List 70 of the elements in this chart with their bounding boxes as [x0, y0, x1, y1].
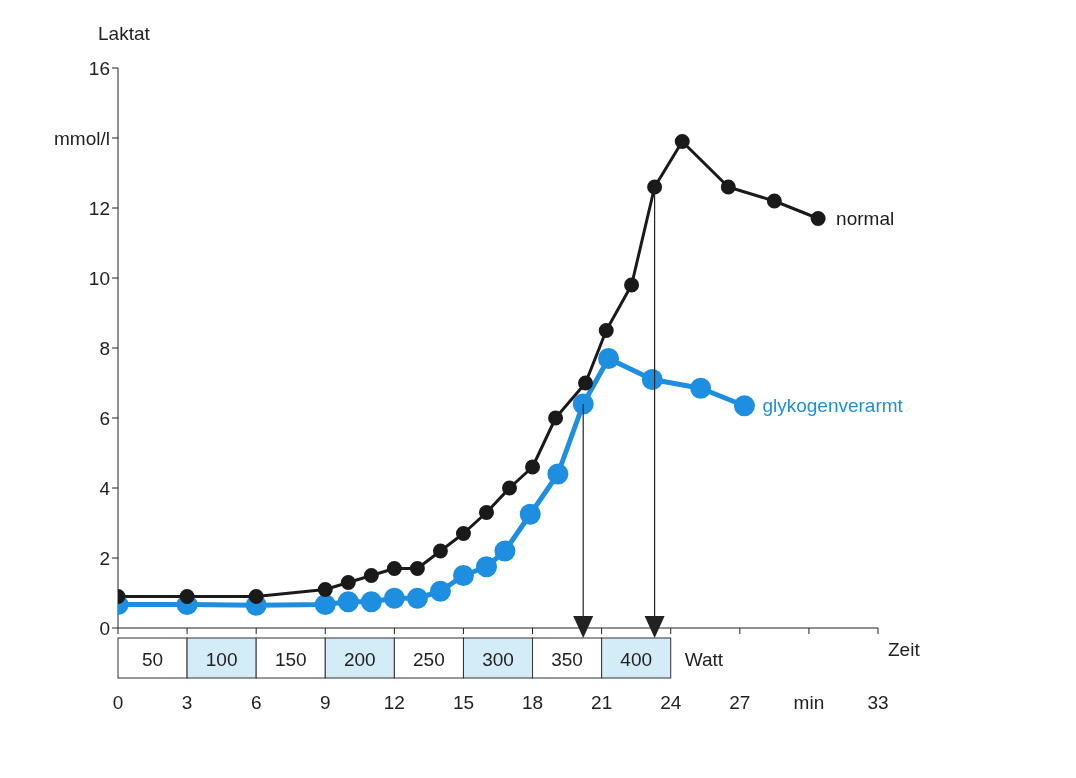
x-tick-label: 3 [181, 692, 193, 714]
point [478, 505, 494, 520]
point [598, 348, 620, 369]
point [363, 568, 379, 583]
point [502, 480, 518, 496]
y-tick-label: 12 [88, 197, 110, 219]
text: 250 [413, 649, 445, 670]
x-tick-label: 12 [383, 692, 405, 714]
point [360, 591, 382, 613]
point [548, 410, 564, 426]
y-tick-label: 6 [99, 407, 110, 429]
point [674, 134, 690, 149]
point [766, 193, 782, 209]
point [690, 377, 712, 399]
point [314, 594, 336, 616]
point [578, 375, 594, 391]
text: 150 [274, 649, 307, 670]
point [317, 582, 333, 597]
text: Watt [684, 649, 724, 670]
y-tick-label: 16 [88, 57, 110, 79]
x-tick-label: 6 [250, 692, 262, 714]
x-tick-label: 9 [319, 692, 331, 714]
point [337, 591, 359, 613]
y-tick-label: 4 [99, 477, 111, 499]
x-tick-label: 18 [521, 692, 544, 714]
point [409, 561, 425, 576]
point [406, 587, 428, 609]
point [340, 575, 356, 590]
series-label: normal [836, 207, 895, 229]
point [547, 463, 569, 485]
point [598, 323, 614, 338]
text: 400 [620, 649, 653, 670]
series-label: glykogenverarmt [762, 394, 904, 416]
point [519, 503, 541, 525]
point [383, 587, 405, 609]
x-tick-label: 33 [867, 692, 889, 714]
x-tick-label: 27 [729, 692, 751, 714]
x-tick-label: 15 [452, 692, 475, 714]
x-axis-title: Zeit [888, 639, 921, 660]
point [455, 526, 471, 541]
point [179, 589, 195, 604]
y-tick-label: 10 [88, 267, 110, 289]
text: 300 [482, 649, 514, 670]
y-tick-label: mmol/l [54, 127, 110, 149]
text: 100 [205, 649, 238, 670]
y-tick-label: 2 [99, 547, 110, 569]
point [248, 589, 264, 604]
y-axis-title: Laktat [98, 23, 151, 44]
point [525, 459, 541, 475]
point [572, 393, 594, 415]
point [429, 580, 451, 602]
y-tick-label: 8 [99, 337, 110, 359]
text: 50 [141, 649, 164, 670]
point [720, 179, 736, 195]
point [624, 277, 640, 293]
y-tick-label: 0 [99, 617, 110, 639]
point [386, 561, 402, 576]
text: 200 [343, 649, 376, 670]
x-tick-label: 24 [660, 692, 682, 714]
point [475, 556, 497, 578]
point [432, 543, 448, 559]
point [641, 369, 663, 390]
point [810, 211, 826, 226]
point [452, 565, 474, 586]
text: 350 [551, 649, 583, 670]
point [733, 395, 755, 417]
x-tick-label: 21 [591, 692, 613, 714]
x-tick-label: min [793, 692, 825, 714]
point [647, 179, 663, 195]
point [494, 540, 516, 562]
